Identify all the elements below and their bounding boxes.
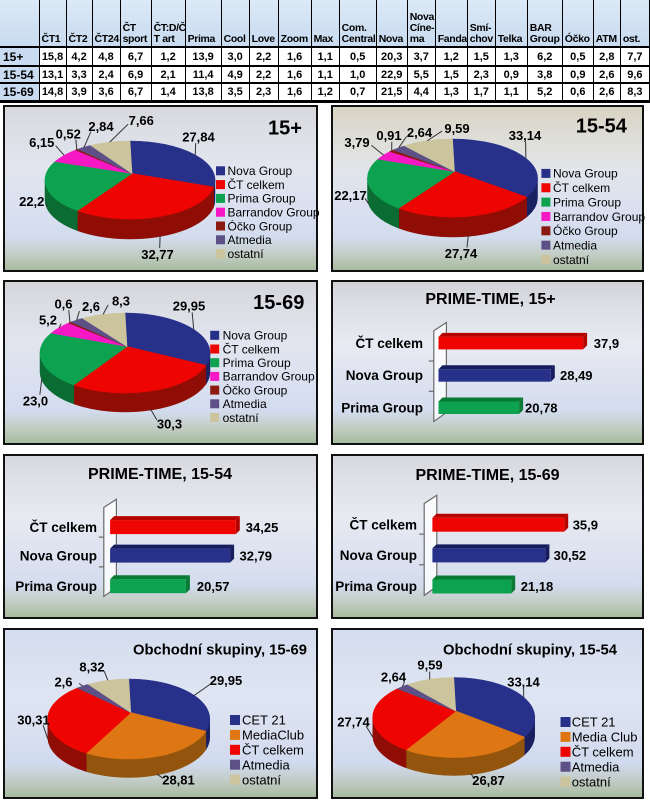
svg-text:2,64: 2,64 [381,670,407,685]
svg-text:Atmedia: Atmedia [223,397,267,411]
svg-text:ČT celkem: ČT celkem [572,744,634,759]
svg-text:5,2: 5,2 [39,313,57,328]
svg-text:34,25: 34,25 [246,520,279,535]
svg-text:35,9: 35,9 [573,517,598,532]
svg-text:23,0: 23,0 [23,394,48,409]
svg-text:30,31: 30,31 [17,713,50,728]
svg-text:33,14: 33,14 [509,128,542,143]
svg-text:20,57: 20,57 [197,579,230,594]
svg-text:2,64: 2,64 [407,125,433,140]
svg-text:ČT celkem: ČT celkem [242,742,304,757]
svg-text:Óčko Group: Óčko Group [553,223,618,238]
svg-text:27,74: 27,74 [337,715,370,730]
svg-text:Nova Group: Nova Group [223,329,288,343]
svg-text:Nova Group: Nova Group [228,164,293,178]
svg-text:ostatní: ostatní [223,411,260,425]
svg-text:ČT celkem: ČT celkem [29,520,97,535]
svg-text:ČT celkem: ČT celkem [355,336,423,351]
svg-text:27,84: 27,84 [182,129,215,144]
svg-text:32,79: 32,79 [240,548,273,563]
svg-text:9,59: 9,59 [417,658,442,673]
svg-text:Atmedia: Atmedia [553,238,597,252]
svg-text:Prima Group: Prima Group [553,195,621,209]
svg-text:Nova Group: Nova Group [20,548,97,563]
svg-text:CET 21: CET 21 [572,715,616,730]
svg-text:6,15: 6,15 [29,135,54,150]
svg-text:30,52: 30,52 [554,548,587,563]
svg-text:MediaClub: MediaClub [242,728,304,743]
svg-text:PRIME-TIME, 15-69: PRIME-TIME, 15-69 [415,467,559,484]
svg-text:ČT celkem: ČT celkem [228,177,285,192]
svg-text:7,66: 7,66 [129,113,154,128]
svg-text:9,59: 9,59 [444,121,469,136]
svg-text:Prima Group: Prima Group [335,579,417,594]
svg-text:29,95: 29,95 [210,673,243,688]
svg-text:PRIME-TIME, 15-54: PRIME-TIME, 15-54 [88,466,232,483]
svg-text:Prima Group: Prima Group [223,356,291,370]
svg-text:2,84: 2,84 [88,119,114,134]
svg-text:8,32: 8,32 [79,660,104,675]
svg-text:33,14: 33,14 [507,675,540,690]
svg-text:29,95: 29,95 [173,299,206,314]
svg-text:Atmedia: Atmedia [228,233,272,247]
svg-text:Prima Group: Prima Group [228,192,296,206]
svg-text:ČT celkem: ČT celkem [223,341,280,356]
svg-text:CET 21: CET 21 [242,713,286,728]
svg-text:0,91: 0,91 [376,128,401,143]
svg-text:Prima Group: Prima Group [15,579,97,594]
svg-text:ČT celkem: ČT celkem [553,180,610,195]
svg-text:3,79: 3,79 [344,135,369,150]
svg-text:28,49: 28,49 [560,368,593,383]
svg-text:Obchodní skupiny, 15-69: Obchodní skupiny, 15-69 [133,643,307,659]
svg-text:ČT celkem: ČT celkem [349,517,417,532]
svg-text:15-69: 15-69 [253,292,304,314]
svg-text:Barrandov Group: Barrandov Group [553,210,645,224]
svg-text:15-54: 15-54 [576,116,628,138]
svg-text:28,81: 28,81 [162,773,195,788]
svg-text:Prima Group: Prima Group [341,400,423,415]
svg-text:PRIME-TIME, 15+: PRIME-TIME, 15+ [425,291,555,308]
svg-text:Óčko Group: Óčko Group [228,218,293,233]
svg-text:Media Club: Media Club [572,730,638,745]
svg-text:Nova Group: Nova Group [346,368,423,383]
svg-text:Barrandov Group: Barrandov Group [223,370,315,384]
svg-text:0,52: 0,52 [56,126,81,141]
svg-text:26,87: 26,87 [472,773,505,788]
svg-text:8,3: 8,3 [112,294,130,309]
svg-text:Obchodní skupiny, 15-54: Obchodní skupiny, 15-54 [443,643,618,659]
svg-text:22,2: 22,2 [19,194,44,209]
svg-text:ostatní: ostatní [242,772,281,787]
svg-text:Barrandov Group: Barrandov Group [228,206,320,220]
svg-text:15+: 15+ [268,118,302,140]
svg-text:Nova Group: Nova Group [553,167,618,181]
svg-text:32,77: 32,77 [141,247,174,262]
svg-text:21,18: 21,18 [521,579,554,594]
svg-text:2,6: 2,6 [82,299,100,314]
svg-text:ostatní: ostatní [572,774,611,789]
svg-text:22,17: 22,17 [334,188,367,203]
svg-text:27,74: 27,74 [445,246,478,261]
svg-text:30,3: 30,3 [157,417,182,432]
svg-text:Óčko Group: Óčko Group [223,382,288,397]
svg-text:37,9: 37,9 [594,336,619,351]
svg-text:Atmedia: Atmedia [242,757,290,772]
svg-text:Atmedia: Atmedia [572,759,620,774]
svg-text:ostatní: ostatní [228,247,265,261]
svg-text:0,6: 0,6 [54,297,72,312]
svg-text:2,6: 2,6 [54,675,72,690]
svg-text:ostatní: ostatní [553,253,590,267]
svg-text:20,78: 20,78 [525,400,558,415]
svg-text:Nova Group: Nova Group [340,548,417,563]
